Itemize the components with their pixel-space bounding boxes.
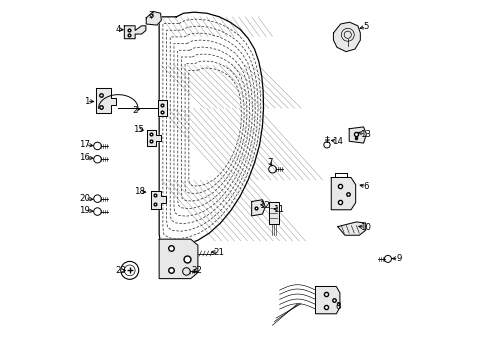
Text: 10: 10 — [360, 223, 370, 232]
Text: 6: 6 — [363, 182, 368, 191]
Text: 4: 4 — [115, 25, 121, 34]
Text: 1: 1 — [84, 96, 89, 105]
Polygon shape — [268, 202, 278, 224]
Text: 18: 18 — [134, 187, 145, 196]
Text: 22: 22 — [191, 266, 202, 275]
Polygon shape — [150, 191, 165, 209]
Text: 3: 3 — [148, 10, 154, 19]
Polygon shape — [159, 239, 198, 279]
Text: 14: 14 — [331, 137, 342, 146]
Text: 13: 13 — [360, 130, 370, 139]
Polygon shape — [147, 130, 160, 145]
Text: 19: 19 — [80, 206, 90, 215]
Polygon shape — [315, 287, 339, 314]
Text: 23: 23 — [115, 266, 126, 275]
Text: 15: 15 — [133, 125, 144, 134]
Text: 8: 8 — [335, 302, 341, 311]
Polygon shape — [124, 26, 145, 39]
Text: 17: 17 — [79, 140, 90, 149]
Text: 2: 2 — [132, 105, 138, 114]
Text: 16: 16 — [79, 153, 90, 162]
Polygon shape — [146, 12, 161, 25]
Text: 21: 21 — [213, 248, 224, 257]
Polygon shape — [96, 88, 116, 113]
Text: 9: 9 — [395, 254, 401, 263]
Polygon shape — [330, 177, 355, 210]
Text: 12: 12 — [258, 201, 269, 210]
Text: 7: 7 — [266, 158, 272, 167]
Text: 20: 20 — [79, 194, 90, 203]
Polygon shape — [348, 127, 366, 143]
Polygon shape — [333, 22, 360, 51]
Polygon shape — [337, 222, 365, 235]
Text: 5: 5 — [363, 22, 368, 31]
Polygon shape — [158, 100, 166, 116]
Text: 11: 11 — [272, 205, 284, 214]
Polygon shape — [251, 200, 265, 216]
